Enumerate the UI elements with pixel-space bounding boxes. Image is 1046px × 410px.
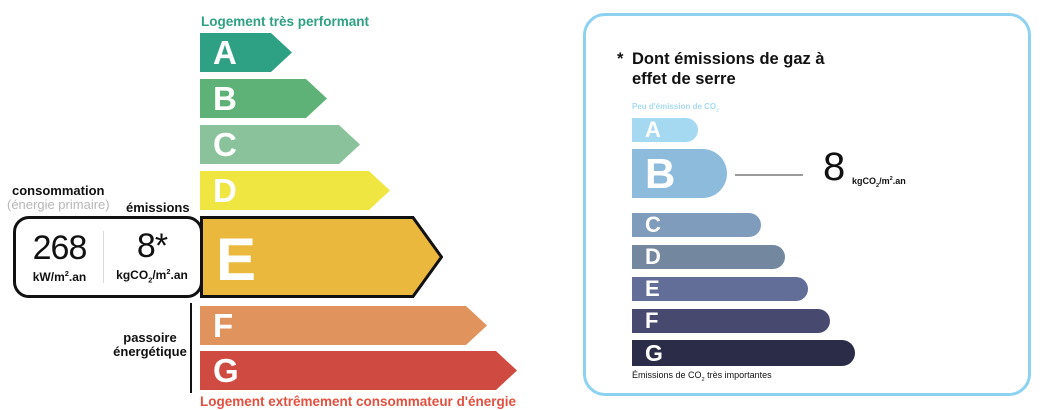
- ges-panel: * Dont émissions de gaz à effet de serre…: [583, 13, 1031, 396]
- passoire-label-line2: énergétique: [113, 344, 187, 359]
- class-letter: D: [213, 172, 237, 209]
- class-letter: C: [213, 126, 237, 163]
- emission-unit: kgCO2/m2.an: [116, 267, 188, 285]
- class-letter: F: [213, 307, 234, 344]
- class-letter: G: [645, 339, 663, 366]
- energy-arrow-f: F: [200, 306, 487, 345]
- energy-arrow-d: D: [200, 171, 390, 210]
- passoire-divider-line: [190, 303, 192, 393]
- emissions-label: émissions: [126, 200, 190, 215]
- ges-bar-c: C: [632, 213, 761, 237]
- emission-value: 8*: [136, 227, 168, 266]
- info-box-divider: [103, 231, 104, 283]
- passoire-label: passoire énergétique: [103, 331, 197, 359]
- class-letter: A: [213, 34, 237, 71]
- energy-bottom-label: Logement extrêmement consommateur d'éner…: [200, 394, 517, 409]
- ges-bar-e: E: [632, 277, 808, 301]
- ges-bar-a: A: [632, 118, 698, 142]
- emissions-column: 8* kgCO2/m2.an: [104, 219, 200, 295]
- ges-bar-g: G: [632, 340, 855, 366]
- consumption-sublabel: (énergie primaire): [7, 197, 110, 212]
- ges-high-emission-note: Émissions de CO2 très importantes: [632, 370, 772, 383]
- ges-title: * Dont émissions de gaz à effet de serre: [617, 49, 837, 89]
- consumption-column: 268 kW/m2.an: [16, 219, 103, 295]
- class-letter: D: [645, 244, 661, 269]
- energy-arrow-c: C: [200, 125, 360, 164]
- class-letter: C: [645, 212, 661, 237]
- ges-value-connector-line: [735, 174, 803, 176]
- class-letter: B: [645, 149, 676, 197]
- class-letter: E: [645, 276, 660, 301]
- selected-energy-class-letter: E: [216, 225, 257, 293]
- selected-energy-arrow: E: [200, 216, 444, 303]
- consumption-value: 268: [32, 228, 88, 267]
- ges-bar-f: F: [632, 309, 830, 333]
- ges-value: 8: [823, 145, 846, 189]
- class-letter: A: [645, 117, 661, 142]
- class-letter: G: [213, 352, 239, 389]
- passoire-label-line1: passoire: [123, 330, 177, 345]
- energy-arrow-a: A: [200, 33, 292, 72]
- ges-bar-b: B: [632, 149, 727, 198]
- energy-top-label: Logement très performant: [201, 14, 370, 29]
- ges-value-unit: kgCO2/m2.an: [852, 176, 906, 189]
- ges-title-asterisk: *: [617, 50, 624, 68]
- ges-title-text: Dont émissions de gaz à effet de serre: [632, 50, 825, 88]
- ges-low-emission-note: Peu d'émission de CO2: [632, 102, 719, 114]
- energy-arrow-g: G: [200, 351, 517, 390]
- consumption-unit: kW/m2.an: [32, 268, 87, 284]
- class-letter: F: [645, 308, 659, 333]
- energy-arrow-b: B: [200, 79, 327, 118]
- selected-energy-arrow-svg: [200, 216, 444, 298]
- consumption-label: consommation: [12, 183, 105, 198]
- class-letter: B: [213, 80, 237, 117]
- ges-bar-d: D: [632, 245, 785, 269]
- selected-energy-arrow-shape: [200, 216, 444, 298]
